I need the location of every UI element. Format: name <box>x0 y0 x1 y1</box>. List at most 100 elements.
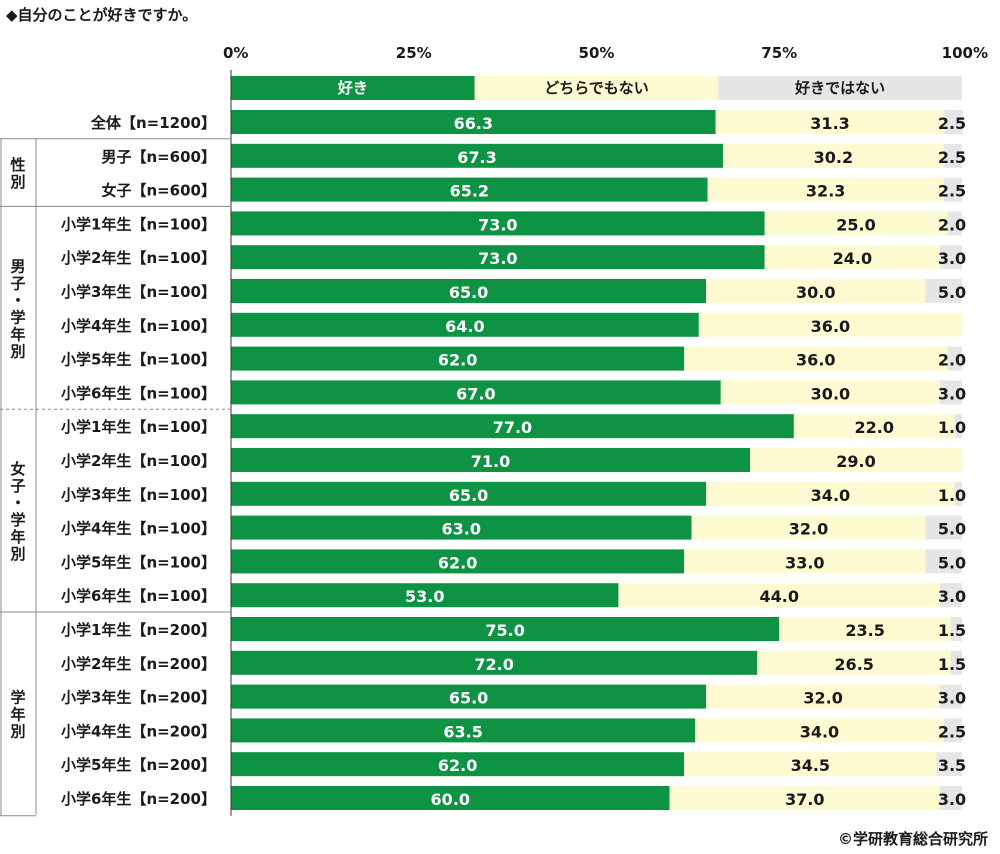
data-label: 3.0 <box>938 249 966 268</box>
bar-segment <box>706 481 955 506</box>
row-label: 小学6年生【n=200】 <box>61 790 216 808</box>
bar-segment <box>231 346 685 371</box>
bar-segment <box>231 718 696 743</box>
x-tick-label: 100% <box>942 44 988 62</box>
row-label: 小学1年生【n=200】 <box>61 621 216 639</box>
row-label: 小学6年生【n=100】 <box>61 384 216 402</box>
group-label: 学年別 <box>9 688 25 740</box>
chart-title: ◆自分のことが好きですか。 <box>6 6 198 24</box>
row-label: 男子【n=600】 <box>101 148 216 166</box>
copyright-credit: ©学研教育総合研究所 <box>837 830 988 848</box>
data-label: 2.0 <box>938 351 966 370</box>
bar-segment <box>925 279 962 303</box>
group-label: 性別 <box>9 156 25 191</box>
row-label: 女子【n=600】 <box>101 182 216 200</box>
bar-segment <box>943 143 962 168</box>
bar-segment <box>925 549 962 574</box>
data-label: 25.0 <box>836 215 875 234</box>
bar-segment <box>231 549 685 574</box>
bar-segment <box>936 752 962 777</box>
bar-segment <box>925 515 962 540</box>
data-label: 3.0 <box>938 689 966 708</box>
row-label: 小学1年生【n=100】 <box>61 418 216 436</box>
bar-segment <box>944 110 963 134</box>
bar-segment <box>231 279 707 303</box>
bar-segment <box>618 583 941 608</box>
data-label: 2.5 <box>938 148 966 167</box>
data-label: 22.0 <box>855 418 894 437</box>
data-label: 32.0 <box>789 520 828 539</box>
bar-segment <box>231 684 707 709</box>
data-label: 60.0 <box>431 790 470 809</box>
data-label: 67.3 <box>457 148 496 167</box>
bar-segment <box>231 143 723 168</box>
bar-segment <box>947 211 962 236</box>
data-label: 30.0 <box>796 283 835 302</box>
data-label: 36.0 <box>796 351 835 370</box>
data-label: 63.0 <box>442 520 481 539</box>
x-tick-label: 0% <box>223 44 248 62</box>
row-label: 小学4年生【n=200】 <box>61 722 216 740</box>
row-label: 小学2年生【n=100】 <box>61 249 216 267</box>
data-label: 62.0 <box>438 553 477 572</box>
bar-segment <box>779 617 952 641</box>
bar-segment <box>231 481 707 506</box>
data-label: 37.0 <box>785 790 824 809</box>
data-label: 2.0 <box>938 215 966 234</box>
bar-segment <box>954 414 962 439</box>
x-tick-label: 50% <box>579 44 615 62</box>
data-label: 29.0 <box>836 452 875 471</box>
legend-swatch <box>231 76 475 100</box>
data-label: 5.0 <box>938 283 966 302</box>
data-label: 75.0 <box>485 621 524 640</box>
bar-segment <box>943 177 962 202</box>
row-label: 小学5年生【n=100】 <box>61 351 216 369</box>
bar-segment <box>691 515 926 540</box>
data-label: 34.5 <box>791 756 830 775</box>
bar-segment <box>940 583 962 608</box>
bar-segment <box>231 752 685 777</box>
bar-segment <box>231 650 758 675</box>
data-label: 1.5 <box>938 655 966 674</box>
data-label: 62.0 <box>438 351 477 370</box>
data-label: 2.5 <box>938 114 966 133</box>
bar-segment <box>231 583 619 608</box>
legend-swatch <box>474 76 719 100</box>
data-label: 31.3 <box>810 114 849 133</box>
bar-segment <box>706 279 926 303</box>
bar-segment <box>722 143 944 168</box>
data-label: 65.0 <box>449 486 488 505</box>
bar-segment <box>707 177 944 202</box>
data-label: 5.0 <box>938 553 966 572</box>
data-label: 32.3 <box>806 182 845 201</box>
data-label: 5.0 <box>938 520 966 539</box>
data-label: 23.5 <box>845 621 884 640</box>
bar-segment <box>720 380 941 405</box>
data-label: 34.0 <box>800 722 839 741</box>
data-label: 65.0 <box>449 689 488 708</box>
bar-segment <box>231 414 794 439</box>
data-label: 3.0 <box>938 790 966 809</box>
data-label: 71.0 <box>471 452 510 471</box>
bar-segment <box>951 617 962 641</box>
bar-segment <box>231 617 780 641</box>
row-label: 小学2年生【n=200】 <box>61 655 216 673</box>
data-label: 36.0 <box>811 317 850 336</box>
data-label: 3.5 <box>938 756 966 775</box>
data-label: 67.0 <box>456 384 495 403</box>
data-label: 44.0 <box>760 587 799 606</box>
data-label: 34.0 <box>811 486 850 505</box>
row-label: 全体【n=1200】 <box>90 114 216 132</box>
data-label: 1.0 <box>938 486 966 505</box>
group-label: 女子・学年別 <box>9 460 25 563</box>
bar-segment <box>943 718 962 743</box>
bar-segment <box>684 346 948 371</box>
bar-segment <box>231 245 765 270</box>
bar-segment <box>764 245 941 270</box>
data-label: 1.5 <box>938 621 966 640</box>
row-label: 小学4年生【n=100】 <box>61 317 216 335</box>
row-label: 小学6年生【n=100】 <box>61 587 216 605</box>
data-label: 3.0 <box>938 587 966 606</box>
bar-segment <box>231 211 765 236</box>
